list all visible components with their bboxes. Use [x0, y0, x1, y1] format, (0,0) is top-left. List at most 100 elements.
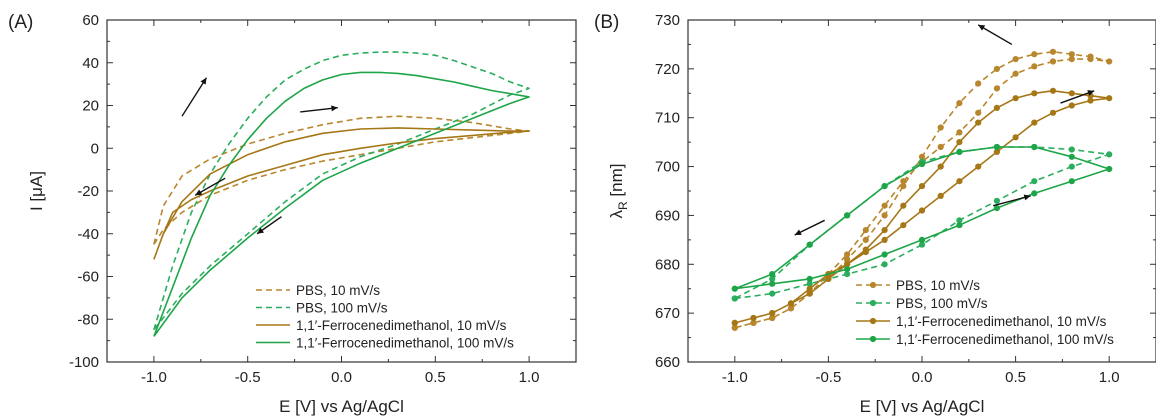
data-point — [900, 183, 907, 190]
x-tick-label: 1.0 — [1099, 369, 1120, 386]
y-tick-label: 730 — [655, 12, 680, 29]
x-tick-label: -1.0 — [722, 369, 748, 386]
data-point — [993, 85, 1001, 92]
x-tick-label: 0.5 — [1005, 369, 1026, 386]
data-point — [844, 212, 851, 219]
data-point — [956, 129, 963, 136]
data-point — [1012, 134, 1019, 141]
data-point — [937, 163, 944, 170]
data-point — [806, 241, 813, 248]
data-point — [806, 275, 813, 282]
direction-arrow-head — [978, 24, 986, 31]
direction-arrow-head — [257, 227, 264, 234]
legend-label: PBS, 100 mV/s — [896, 296, 988, 311]
data-point — [1087, 53, 1094, 60]
y-axis-label-unit: [nm] — [607, 164, 626, 202]
data-point — [1068, 153, 1075, 160]
y-tick-label: 0 — [91, 140, 99, 157]
direction-arrow-head — [1087, 90, 1095, 96]
data-point — [1049, 48, 1057, 55]
series-line-3 — [153, 71, 530, 337]
data-point — [750, 319, 757, 326]
data-point — [918, 241, 926, 248]
legend-label: PBS, 100 mV/s — [296, 301, 388, 316]
x-axis-label: E [V] vs Ag/AgCl — [279, 397, 404, 416]
direction-arrow-head — [1023, 194, 1031, 201]
y-tick-label: -40 — [77, 226, 99, 243]
data-point — [1031, 63, 1038, 70]
y-axis-label-subscript: R — [616, 201, 630, 210]
data-point — [750, 314, 757, 322]
y-tick-label: 20 — [82, 98, 99, 115]
data-point — [1049, 109, 1057, 116]
legend-label: PBS, 10 mV/s — [896, 278, 980, 293]
y-tick-label: -20 — [77, 183, 99, 200]
panel-b: -1.0 -0.5 0.0 0.5 1.0 660 670 680 690 700 710 720 73… — [594, 12, 1156, 416]
series-line-1 — [153, 51, 530, 331]
data-point — [975, 109, 982, 116]
data-point — [769, 271, 776, 278]
data-point — [1012, 56, 1019, 63]
data-point — [881, 202, 888, 209]
data-point — [731, 324, 738, 331]
data-point — [918, 183, 926, 190]
panel-label: (B) — [594, 12, 619, 33]
legend-marker — [869, 299, 877, 307]
x-tick-label: 0.5 — [425, 369, 446, 386]
data-point — [975, 80, 982, 87]
data-point — [1068, 51, 1075, 58]
direction-arrow-head — [195, 189, 203, 196]
data-point — [1068, 146, 1075, 153]
data-point — [1012, 95, 1019, 102]
panel-a: -1.0 -0.5 0.0 0.5 1.0 -100 -80 -60 -40 -20 0 20 40 60… — [8, 12, 577, 416]
data-point — [1049, 58, 1057, 65]
data-point — [844, 261, 851, 268]
x-tick-label: -0.5 — [815, 369, 841, 386]
data-point — [806, 285, 813, 292]
data-point — [1031, 119, 1038, 126]
x-axis-label: E [V] vs Ag/AgCl — [860, 397, 985, 416]
data-point — [993, 143, 1001, 151]
y-tick-label: -60 — [77, 269, 99, 286]
data-point — [1031, 143, 1038, 151]
x-tick-label: 1.0 — [519, 369, 540, 386]
data-point — [731, 295, 738, 302]
direction-arrow-line — [977, 24, 1013, 46]
data-point — [769, 290, 776, 297]
panel-label: (A) — [8, 12, 33, 33]
data-point — [975, 163, 982, 170]
y-tick-label: 660 — [655, 354, 680, 371]
data-point — [862, 236, 869, 243]
data-point — [1068, 102, 1075, 109]
data-point — [918, 153, 926, 160]
x-tick-label: 0.0 — [912, 369, 933, 386]
data-point — [881, 251, 888, 258]
data-point — [844, 271, 851, 278]
data-point — [731, 285, 738, 292]
data-point — [956, 148, 963, 155]
data-point — [956, 217, 963, 224]
data-point — [769, 280, 776, 287]
data-point — [881, 236, 888, 243]
data-point — [806, 280, 813, 287]
data-point — [1106, 58, 1113, 65]
data-point — [993, 148, 1001, 155]
y-tick-label: 720 — [655, 61, 680, 78]
data-point — [918, 207, 926, 214]
series-line-1 — [734, 146, 1110, 300]
legend-label: 1,1′-Ferrocenedimethanol, 100 mV/s — [896, 332, 1114, 347]
data-point — [1068, 163, 1075, 170]
y-tick-label: 710 — [655, 110, 680, 127]
legend-label: 1,1′-Ferrocenedimethanol, 100 mV/s — [296, 336, 514, 351]
data-point — [1087, 97, 1094, 104]
data-point — [881, 227, 888, 234]
data-point — [956, 178, 963, 185]
data-point — [975, 119, 982, 126]
data-point — [881, 183, 888, 190]
data-point — [769, 310, 776, 317]
data-point — [956, 222, 963, 229]
direction-arrow-head — [331, 105, 338, 112]
data-point — [769, 314, 776, 322]
y-axis-label-symbol: λ — [607, 209, 626, 218]
